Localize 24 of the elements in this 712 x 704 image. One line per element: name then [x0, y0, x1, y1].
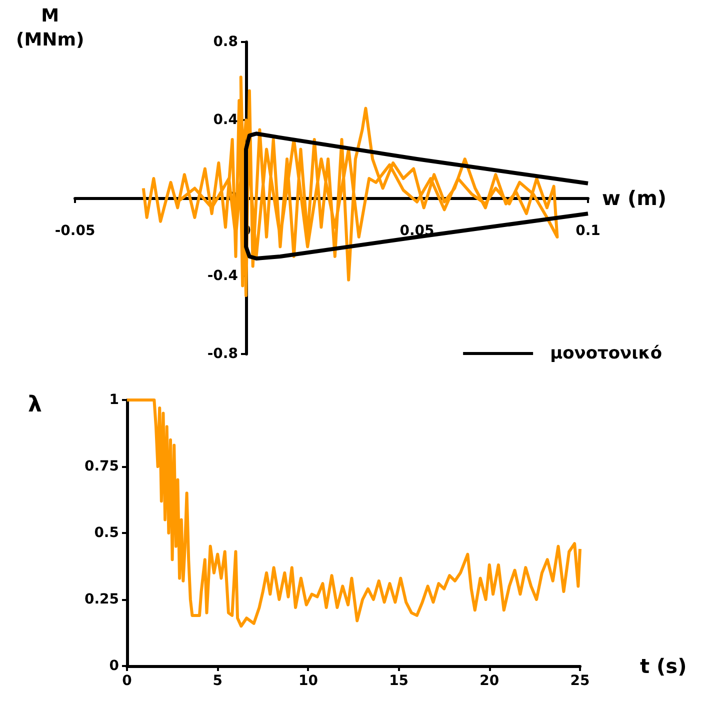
y-tick-label: 0.75 [84, 458, 119, 474]
y-tick-label: 0.5 [94, 525, 119, 541]
x-tick-label: -0.05 [54, 223, 96, 239]
x-tick-label: 0 [122, 673, 132, 689]
x-axis-title: w (m) [602, 186, 667, 210]
x-tick-label: 10 [298, 673, 318, 689]
x-tick-label: 15 [389, 673, 409, 689]
x-tick-label: 20 [480, 673, 500, 689]
x-tick-label: 5 [212, 673, 222, 689]
y-tick-label: -0.4 [207, 268, 238, 284]
y-tick-label: 0.25 [84, 592, 119, 608]
line-series [142, 76, 559, 297]
x-axis-title: t (s) [640, 654, 687, 678]
y-tick-label: 0 [109, 658, 120, 674]
legend-label: μονοτονικό [550, 344, 662, 364]
y-tick-label: 0.4 [213, 112, 238, 128]
y-tick-label: 1 [109, 392, 119, 408]
y-axis-title: λ [28, 392, 42, 418]
y-tick-label: -0.8 [207, 346, 238, 362]
y-axis-title: M (MNm) [16, 6, 84, 50]
y-tick-label: 0.8 [213, 34, 238, 50]
line-series [126, 398, 582, 628]
x-tick-label: 25 [570, 673, 590, 689]
x-tick-label: 0.1 [576, 223, 600, 239]
